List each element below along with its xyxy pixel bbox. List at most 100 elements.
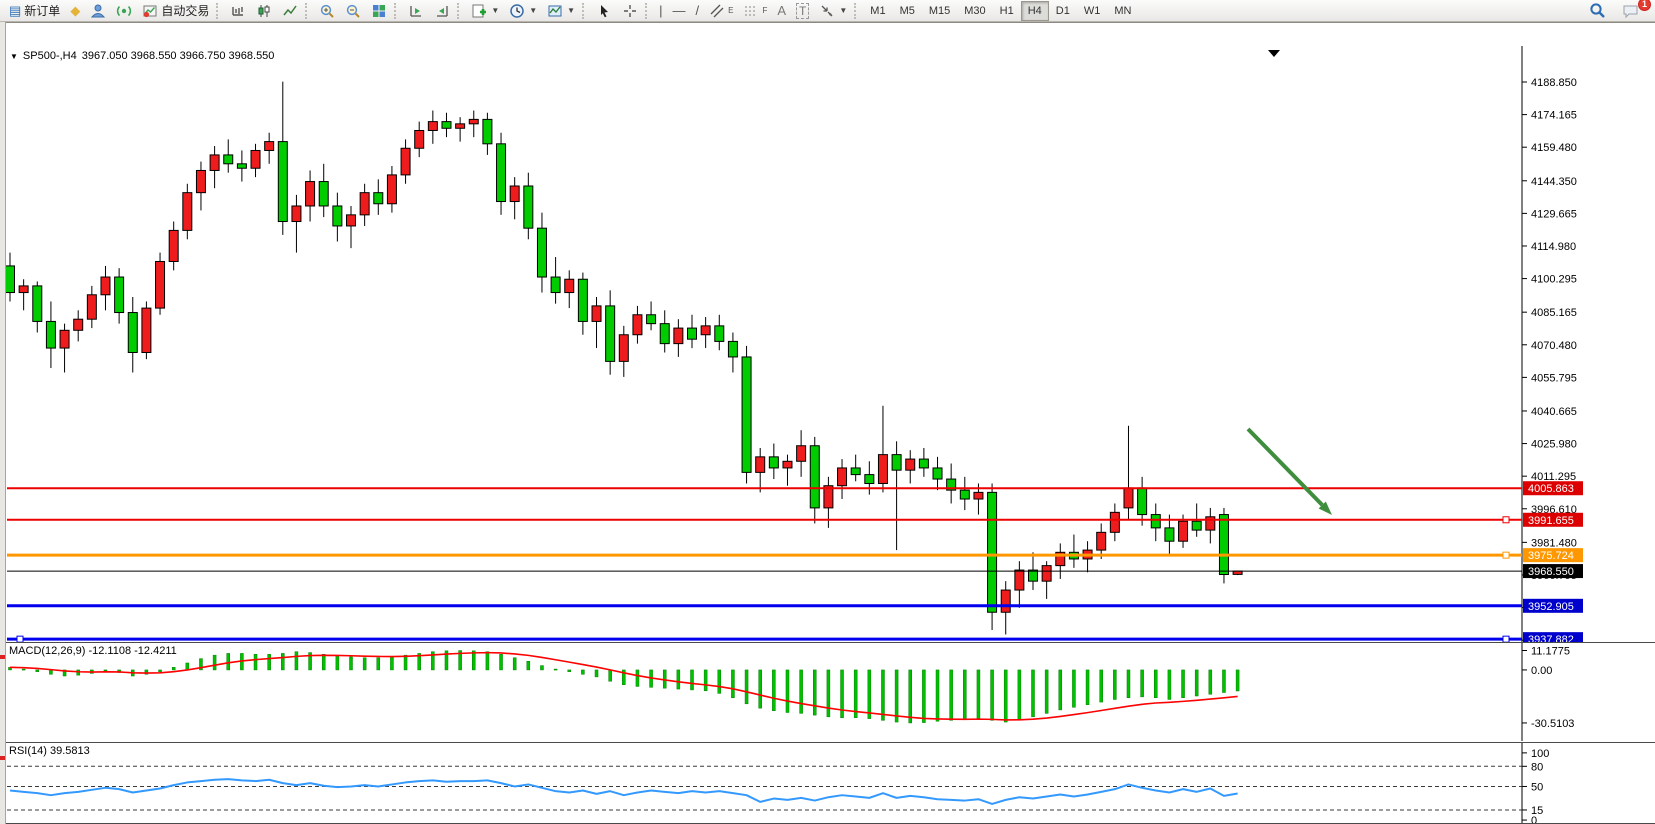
macd-histogram-bar[interactable]: [963, 669, 967, 720]
candle-up[interactable]: [509, 185, 520, 203]
macd-histogram-bar[interactable]: [703, 669, 708, 692]
candle-down[interactable]: [482, 118, 493, 145]
candle-up[interactable]: [195, 169, 206, 194]
candle-down[interactable]: [1150, 514, 1161, 529]
candle-up[interactable]: [18, 285, 29, 294]
macd-histogram-bar[interactable]: [826, 669, 831, 718]
candle-down[interactable]: [1164, 527, 1175, 542]
candle-down[interactable]: [891, 454, 902, 471]
macd-histogram-bar[interactable]: [444, 650, 449, 671]
candle-up[interactable]: [564, 278, 575, 294]
resistance-line-2-handle[interactable]: [1502, 516, 1510, 524]
macd-histogram-bar[interactable]: [949, 669, 953, 721]
macd-histogram-bar[interactable]: [785, 669, 790, 713]
candle-up[interactable]: [1109, 511, 1120, 533]
macd-histogram-bar[interactable]: [512, 657, 517, 671]
candle-up[interactable]: [1178, 520, 1189, 542]
macd-histogram-bar[interactable]: [581, 669, 585, 675]
macd-histogram-bar[interactable]: [1167, 669, 1172, 700]
new-order-button[interactable]: ▤ 新订单: [4, 1, 65, 21]
candle-down[interactable]: [768, 456, 779, 469]
candle-up[interactable]: [632, 314, 643, 336]
candle-up[interactable]: [305, 181, 316, 207]
macd-histogram-bar[interactable]: [390, 656, 394, 671]
candle-down[interactable]: [441, 121, 452, 129]
macd-histogram-bar[interactable]: [1058, 669, 1063, 711]
macd-histogram-bar[interactable]: [158, 669, 162, 672]
candle-down[interactable]: [318, 181, 329, 207]
timeframe-m15[interactable]: M15: [928, 4, 951, 17]
candle-up[interactable]: [427, 121, 438, 131]
candle-down[interactable]: [850, 467, 861, 476]
candle-down[interactable]: [332, 205, 343, 227]
macd-histogram-bar[interactable]: [758, 669, 762, 709]
candle-up[interactable]: [400, 147, 411, 176]
macd-histogram-bar[interactable]: [976, 669, 981, 719]
timeframe-m30[interactable]: M30: [964, 4, 986, 17]
macd-histogram-bar[interactable]: [853, 669, 858, 718]
candle-down[interactable]: [1191, 520, 1202, 531]
annotation-arrow-shaft[interactable]: [1246, 427, 1324, 507]
timeframe-m5[interactable]: M5: [899, 4, 915, 17]
candle-up[interactable]: [141, 307, 152, 354]
market-watch-button[interactable]: [85, 1, 111, 21]
macd-histogram-bar[interactable]: [308, 652, 312, 671]
chart-shift-marker[interactable]: [1268, 50, 1280, 57]
macd-histogram-bar[interactable]: [212, 654, 217, 671]
macd-histogram-bar[interactable]: [867, 669, 872, 719]
macd-histogram-bar[interactable]: [8, 667, 12, 671]
macd-histogram-bar[interactable]: [635, 669, 640, 687]
macd-histogram-bar[interactable]: [1194, 669, 1199, 697]
macd-histogram-bar[interactable]: [526, 660, 531, 671]
candle-up[interactable]: [782, 460, 793, 469]
timeframe-w1[interactable]: W1: [1083, 4, 1101, 17]
macd-histogram-bar[interactable]: [171, 667, 176, 671]
candle-up[interactable]: [100, 276, 111, 296]
candle-down[interactable]: [577, 278, 588, 322]
macd-histogram-bar[interactable]: [103, 669, 108, 672]
macd-pane[interactable]: 11.1775 0.00 -30.5103: [0, 643, 1655, 741]
macd-histogram-bar[interactable]: [772, 669, 776, 712]
annotation-arrow-head[interactable]: [1318, 501, 1332, 515]
macd-histogram-bar[interactable]: [253, 654, 258, 671]
macd-histogram-bar[interactable]: [1003, 669, 1008, 723]
zoom-out-button[interactable]: [340, 1, 366, 21]
macd-histogram-bar[interactable]: [608, 669, 612, 682]
auto-scroll-button[interactable]: [429, 1, 455, 21]
candle-up[interactable]: [823, 485, 834, 509]
timeframe-d1[interactable]: D1: [1055, 4, 1070, 17]
candle-down[interactable]: [223, 154, 234, 165]
candle-up[interactable]: [796, 445, 807, 462]
macd-histogram-bar[interactable]: [362, 657, 367, 671]
candle-down[interactable]: [959, 489, 970, 500]
candle-up[interactable]: [1014, 569, 1025, 591]
candle-up[interactable]: [755, 456, 766, 473]
candle-up[interactable]: [155, 260, 166, 309]
candle-down[interactable]: [5, 265, 15, 294]
candle-up[interactable]: [86, 294, 97, 320]
macd-histogram-bar[interactable]: [690, 669, 694, 691]
candle-down[interactable]: [864, 474, 875, 484]
templates-button[interactable]: ▼: [542, 1, 580, 21]
fibonacci-tool-button[interactable]: F: [738, 1, 772, 21]
macd-histogram-bar[interactable]: [376, 657, 381, 671]
macd-histogram-bar[interactable]: [1044, 669, 1049, 714]
macd-histogram-bar[interactable]: [472, 650, 476, 671]
chart-shift-button[interactable]: [403, 1, 429, 21]
cursor-tool-button[interactable]: [591, 1, 617, 21]
candle-down[interactable]: [1218, 514, 1229, 576]
macd-histogram-bar[interactable]: [431, 651, 435, 671]
macd-histogram-bar[interactable]: [1126, 669, 1131, 698]
macd-histogram-bar[interactable]: [35, 669, 40, 672]
macd-histogram-bar[interactable]: [553, 668, 558, 671]
candle-up[interactable]: [414, 129, 425, 149]
macd-histogram-bar[interactable]: [1181, 669, 1185, 698]
macd-histogram-bar[interactable]: [199, 658, 203, 671]
candle-down[interactable]: [536, 227, 547, 278]
macd-histogram-bar[interactable]: [622, 669, 626, 685]
vertical-line-tool-button[interactable]: |: [654, 1, 667, 21]
main-chart-pane[interactable]: 4188.850 4174.165 4159.480 4144.350 4129.665…: [0, 46, 1655, 642]
candle-up[interactable]: [386, 174, 397, 205]
timeframe-m1[interactable]: M1: [870, 4, 886, 17]
